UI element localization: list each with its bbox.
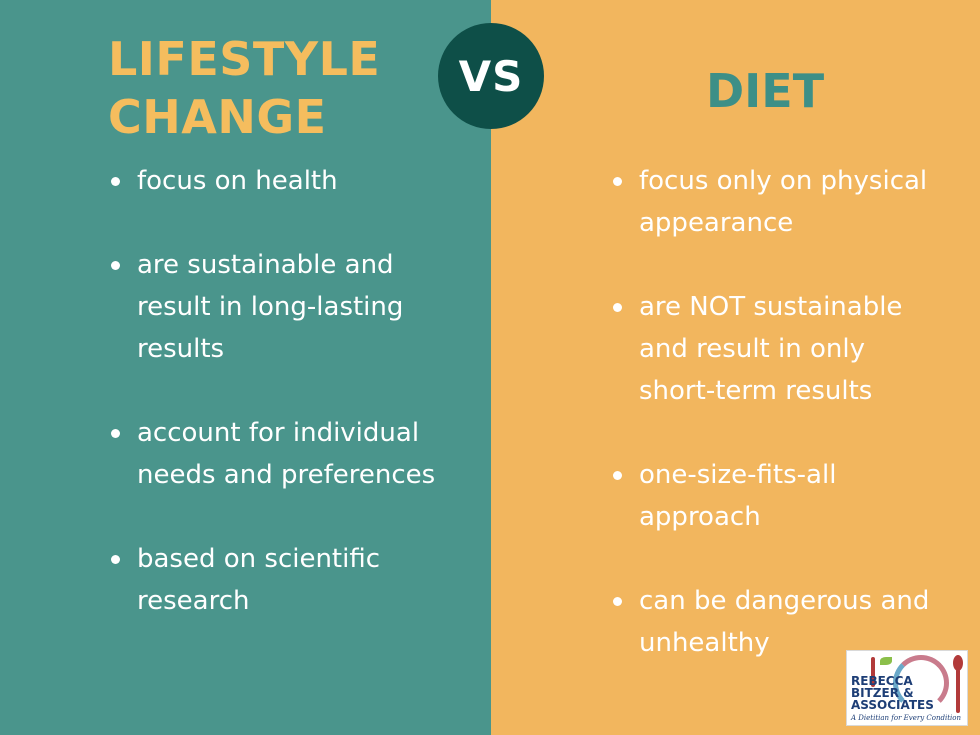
logo-line-2: BITZER & <box>851 686 914 700</box>
diet-title: DIET <box>706 64 825 118</box>
logo-line-1: REBECCA <box>851 674 913 688</box>
vs-badge: VS <box>438 23 544 129</box>
diet-list: focus only on physical appearance are NO… <box>610 160 930 706</box>
title-line-2: CHANGE <box>108 90 327 144</box>
spoon-icon <box>953 655 963 713</box>
leaf-icon <box>880 657 892 665</box>
title-line-1: LIFESTYLE <box>108 32 381 86</box>
lifestyle-item: focus on health <box>108 160 448 202</box>
fork-icon <box>871 657 875 687</box>
diet-item: are NOT sustainable and result in only s… <box>610 286 930 412</box>
lifestyle-change-title: LIFESTYLE CHANGE <box>108 30 380 146</box>
logo-wordmark: REBECCA BITZER & ASSOCIATES <box>851 675 934 711</box>
lifestyle-list: focus on health are sustainable and resu… <box>108 160 448 664</box>
diet-item: focus only on physical appearance <box>610 160 930 244</box>
lifestyle-panel <box>0 0 491 735</box>
logo-line-3: ASSOCIATES <box>851 698 934 712</box>
lifestyle-item: are sustainable and result in long-lasti… <box>108 244 448 370</box>
diet-item: can be dangerous and unhealthy <box>610 580 930 664</box>
logo-arc-icon <box>893 655 949 711</box>
rebecca-bitzer-logo: REBECCA BITZER & ASSOCIATES A Dietitian … <box>846 650 968 726</box>
logo-tagline: A Dietitian for Every Condition <box>851 714 961 722</box>
lifestyle-item: account for individual needs and prefere… <box>108 412 448 496</box>
diet-panel <box>491 0 980 735</box>
lifestyle-item: based on scientific research <box>108 538 448 622</box>
diet-item: one-size-fits-all approach <box>610 454 930 538</box>
